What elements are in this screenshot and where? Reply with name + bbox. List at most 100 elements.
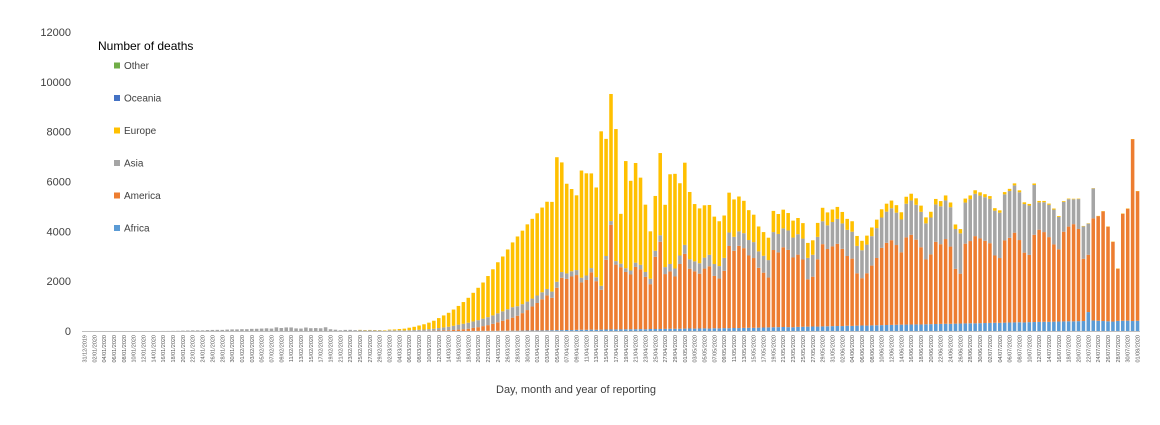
x-tick-label: 05/02/2020 bbox=[260, 335, 266, 363]
bar-africa bbox=[540, 330, 544, 331]
x-tick-label: 12/01/2020 bbox=[142, 335, 148, 363]
x-tick-label: 17/02/2020 bbox=[319, 335, 325, 363]
bar-asia bbox=[215, 329, 220, 331]
x-tick-label: 02/01/2020 bbox=[92, 335, 98, 363]
bar-europe bbox=[451, 309, 456, 326]
bar-europe bbox=[476, 287, 480, 321]
x-axis-tick-labels: 31/12/2019 02/01/2020 04/01/2020 06/01/2020… bbox=[82, 335, 1141, 363]
bar-europe bbox=[865, 235, 869, 245]
bar-america bbox=[623, 271, 628, 330]
bar-asia bbox=[230, 329, 234, 331]
x-axis-title: Day, month and year of reporting bbox=[496, 384, 656, 396]
x-tick-label: 31/12/2019 bbox=[82, 335, 88, 363]
x-tick-label: 01/04/2020 bbox=[535, 335, 541, 363]
x-tick-label: 20/07/2020 bbox=[1076, 335, 1082, 363]
bar-europe bbox=[589, 173, 594, 269]
bar-africa bbox=[1061, 321, 1066, 331]
bar-africa bbox=[584, 329, 589, 331]
bar-asia bbox=[628, 270, 633, 275]
bar-america bbox=[555, 287, 559, 331]
bar-america bbox=[771, 250, 776, 328]
bar-africa bbox=[687, 328, 692, 331]
x-tick-label: 16/06/2020 bbox=[909, 335, 915, 363]
bar-america bbox=[643, 276, 648, 330]
bar-america bbox=[441, 330, 446, 331]
bar-asia bbox=[879, 217, 884, 248]
bar-africa bbox=[747, 327, 751, 331]
bar-asia bbox=[1022, 204, 1027, 253]
bar-asia bbox=[958, 233, 963, 274]
bar-europe bbox=[520, 230, 525, 305]
bar-europe bbox=[599, 131, 603, 286]
bar-america bbox=[648, 284, 653, 330]
bar-europe bbox=[899, 212, 904, 220]
bar-africa bbox=[530, 330, 535, 331]
x-tick-label: 26/03/2020 bbox=[506, 335, 512, 363]
bar-america bbox=[560, 277, 564, 331]
bar-asia bbox=[806, 257, 810, 280]
bar-asia bbox=[865, 244, 869, 274]
bar-asia bbox=[781, 228, 785, 248]
bar-america bbox=[1002, 240, 1007, 323]
bar-europe bbox=[973, 190, 977, 194]
bar-europe bbox=[663, 204, 667, 268]
bar-america bbox=[997, 258, 1002, 323]
bar-asia bbox=[673, 268, 677, 277]
legend-swatch-america bbox=[114, 192, 120, 199]
x-tick-label: 20/03/2020 bbox=[476, 335, 482, 363]
bar-africa bbox=[943, 323, 948, 331]
bar-america bbox=[983, 240, 987, 324]
x-tick-label: 20/06/2020 bbox=[929, 335, 935, 363]
bar-asia bbox=[884, 211, 889, 243]
bar-africa bbox=[678, 328, 682, 331]
bar-asia bbox=[289, 327, 293, 331]
bar-asia bbox=[948, 207, 953, 247]
bar-europe bbox=[496, 262, 500, 314]
bar-africa bbox=[697, 328, 702, 331]
bar-europe bbox=[781, 209, 785, 229]
bar-europe bbox=[466, 297, 471, 323]
x-tick-label: 21/04/2020 bbox=[634, 335, 640, 363]
bar-africa bbox=[663, 328, 667, 331]
bar-africa bbox=[845, 325, 849, 331]
bar-asia bbox=[274, 327, 279, 331]
bar-america bbox=[1022, 252, 1027, 323]
bar-asia bbox=[200, 330, 205, 331]
bar-africa bbox=[810, 326, 815, 331]
bar-europe bbox=[584, 173, 589, 276]
x-tick-label: 30/06/2020 bbox=[978, 335, 984, 363]
bar-europe bbox=[761, 232, 766, 256]
bar-america bbox=[476, 327, 480, 331]
bar-africa bbox=[1076, 321, 1081, 331]
bar-africa bbox=[1125, 320, 1130, 331]
bar-america bbox=[855, 273, 859, 326]
bar-america bbox=[909, 234, 913, 325]
legend-label-africa: Africa bbox=[124, 224, 150, 235]
bar-europe bbox=[722, 215, 726, 258]
x-tick-label: 04/07/2020 bbox=[998, 335, 1004, 363]
bar-africa bbox=[801, 326, 805, 331]
bar-america bbox=[840, 248, 845, 327]
bar-europe bbox=[919, 205, 923, 212]
bar-america bbox=[678, 263, 682, 329]
legend-title: Number of deaths bbox=[98, 39, 193, 53]
bar-africa bbox=[614, 329, 618, 331]
x-tick-label: 14/07/2020 bbox=[1047, 335, 1053, 363]
bar-america bbox=[924, 259, 928, 325]
bar-africa bbox=[1027, 322, 1032, 331]
bar-africa bbox=[1007, 322, 1012, 331]
bar-asia bbox=[1091, 188, 1096, 219]
bar-america bbox=[1047, 237, 1051, 322]
x-tick-label: 14/03/2020 bbox=[447, 335, 453, 363]
bar-asia bbox=[456, 324, 461, 330]
bar-america bbox=[727, 245, 731, 329]
bar-america bbox=[796, 254, 800, 327]
x-tick-label: 10/07/2020 bbox=[1027, 335, 1033, 363]
bar-america bbox=[1130, 139, 1135, 322]
bar-america bbox=[540, 299, 544, 331]
bar-asia bbox=[1017, 192, 1022, 241]
bar-asia bbox=[348, 329, 352, 331]
bar-asia bbox=[924, 223, 928, 260]
bar-america bbox=[564, 278, 569, 330]
bar-asia bbox=[776, 233, 781, 253]
